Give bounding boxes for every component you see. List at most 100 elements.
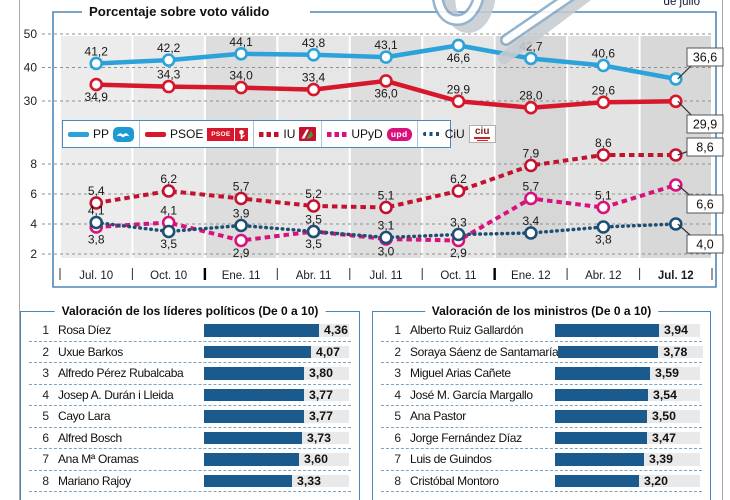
score-bar-zone: 3,33 bbox=[204, 474, 351, 488]
legend-swatch-dotted bbox=[422, 132, 441, 136]
score-bar bbox=[204, 410, 304, 423]
y-axis-tick: 2 bbox=[30, 247, 37, 261]
data-label: 8,6 bbox=[595, 136, 612, 150]
data-point-ciu bbox=[524, 226, 538, 240]
y-axis-tick: 50 bbox=[24, 27, 38, 41]
data-label: 29,6 bbox=[592, 83, 616, 97]
table-row: 1 Alberto Ruiz Gallardón 3,94 bbox=[381, 320, 702, 342]
row-name: Cayo Lara bbox=[58, 409, 111, 424]
score-bar-zone: 4,07 bbox=[204, 344, 351, 359]
table-row: 5 Ana Pastor 3,50 bbox=[381, 406, 702, 428]
end-value-label: 8,6 bbox=[696, 141, 713, 155]
x-axis-label: Abr. 12 bbox=[585, 270, 621, 282]
row-rank: 7 bbox=[42, 452, 49, 467]
row-name: Uxue Barkos bbox=[58, 344, 123, 359]
data-point-psoe bbox=[451, 94, 466, 109]
score-bar-zone: 3,54 bbox=[555, 388, 702, 402]
data-point-iu bbox=[596, 148, 611, 162]
score-bar bbox=[204, 453, 299, 466]
data-point-pp bbox=[306, 47, 321, 62]
data-label: 3,5 bbox=[305, 237, 322, 251]
data-label: 36,0 bbox=[374, 86, 398, 100]
x-axis-label: Oct. 11 bbox=[440, 270, 476, 282]
data-point-pp bbox=[161, 53, 176, 67]
score-bar bbox=[555, 388, 648, 401]
data-point-ciu bbox=[379, 230, 393, 245]
row-name: Jorge Fernández Díaz bbox=[410, 430, 522, 445]
end-value-box bbox=[686, 114, 724, 134]
score-bar-zone: 3,80 bbox=[204, 366, 351, 380]
data-label: 2,9 bbox=[450, 246, 467, 260]
data-label: 2,9 bbox=[233, 246, 250, 260]
score-bar bbox=[204, 431, 302, 444]
end-value-label: 29,9 bbox=[693, 118, 717, 132]
score-value: 3,94 bbox=[664, 323, 688, 337]
score-bar-zone: 3,73 bbox=[204, 431, 351, 445]
data-label: 3,8 bbox=[595, 233, 612, 247]
score-bar bbox=[555, 324, 659, 337]
leaders-rating-table: Valoración de los líderes políticos (De … bbox=[20, 304, 360, 500]
data-label: 3,4 bbox=[523, 214, 540, 228]
row-name: Alfredo Pérez Rubalcaba bbox=[58, 366, 184, 381]
table-row: 2 Soraya Sáenz de Santamaría 3,78 bbox=[381, 342, 704, 363]
score-bar-zone: 3,60 bbox=[204, 452, 351, 466]
data-point-iu bbox=[524, 158, 538, 173]
score-value: 3,77 bbox=[309, 387, 333, 402]
upyd-logo: upd bbox=[386, 127, 412, 141]
row-rank: 2 bbox=[42, 344, 49, 359]
data-label: 5,7 bbox=[523, 180, 540, 194]
end-value-box bbox=[686, 137, 724, 157]
score-value: 3,60 bbox=[304, 452, 328, 466]
data-label: 3,1 bbox=[378, 219, 395, 233]
data-point-ciu bbox=[451, 227, 466, 242]
y-axis-tick: 6 bbox=[30, 187, 37, 201]
data-label: 5,1 bbox=[595, 189, 612, 203]
score-bar bbox=[204, 324, 319, 337]
row-name: Rosa Díez bbox=[58, 323, 111, 338]
psoe-logo: PSOE bbox=[207, 127, 249, 141]
legend-item-ciu: CiU ciu bbox=[416, 121, 501, 147]
ciu-wordmark: ciu bbox=[474, 126, 490, 138]
legend-label: CiU bbox=[444, 127, 465, 141]
row-name: Alfred Bosch bbox=[58, 430, 122, 445]
row-name: Ana Mª Oramas bbox=[58, 452, 139, 467]
legend-swatch-dashed bbox=[259, 131, 280, 137]
ministers-table-title: Valoración de los ministros (De 0 a 10) bbox=[424, 304, 659, 318]
legend-swatch-solid bbox=[145, 131, 167, 137]
legend-item-psoe: PSOE PSOE bbox=[139, 121, 253, 147]
score-value: 4,36 bbox=[324, 323, 348, 337]
score-value: 3,80 bbox=[309, 366, 333, 380]
series-line-iu bbox=[95, 153, 676, 210]
row-name: Luis de Guindos bbox=[410, 452, 492, 467]
row-name: Cristóbal Montoro bbox=[410, 473, 499, 488]
data-label: 43,8 bbox=[302, 36, 326, 50]
legend-item-iu: IU bbox=[253, 121, 321, 147]
data-point-pp bbox=[234, 46, 248, 61]
data-label: 3,5 bbox=[305, 213, 322, 227]
data-label: 42,7 bbox=[519, 39, 543, 53]
score-bar bbox=[204, 474, 292, 487]
end-value-label: 6,6 bbox=[696, 198, 713, 212]
legend-label: PSOE bbox=[170, 127, 204, 141]
score-value: 3,20 bbox=[644, 473, 668, 488]
data-point-upyd bbox=[234, 233, 248, 248]
row-rank: 2 bbox=[394, 344, 401, 359]
score-bar bbox=[555, 431, 647, 444]
data-point-pp bbox=[379, 50, 393, 64]
row-name: Mariano Rajoy bbox=[58, 473, 131, 488]
ciu-underline bbox=[474, 137, 491, 139]
row-rank: 4 bbox=[42, 387, 49, 402]
y-axis-tick: 30 bbox=[24, 94, 38, 108]
x-axis-label: Abr. 11 bbox=[296, 270, 332, 282]
data-label: 28,0 bbox=[519, 89, 543, 103]
page-frame-left bbox=[19, 0, 20, 500]
data-point-iu bbox=[306, 199, 321, 213]
score-bar-zone: 3,20 bbox=[555, 473, 702, 488]
score-value: 4,07 bbox=[316, 344, 340, 359]
data-point-psoe bbox=[234, 80, 248, 95]
score-value: 3,39 bbox=[649, 452, 673, 466]
table-row: 8 Mariano Rajoy 3,33 bbox=[29, 471, 351, 492]
data-point-pp bbox=[524, 51, 538, 66]
data-label: 5,1 bbox=[378, 189, 395, 203]
chart-title: Porcentaje sobre voto válido bbox=[84, 4, 275, 19]
